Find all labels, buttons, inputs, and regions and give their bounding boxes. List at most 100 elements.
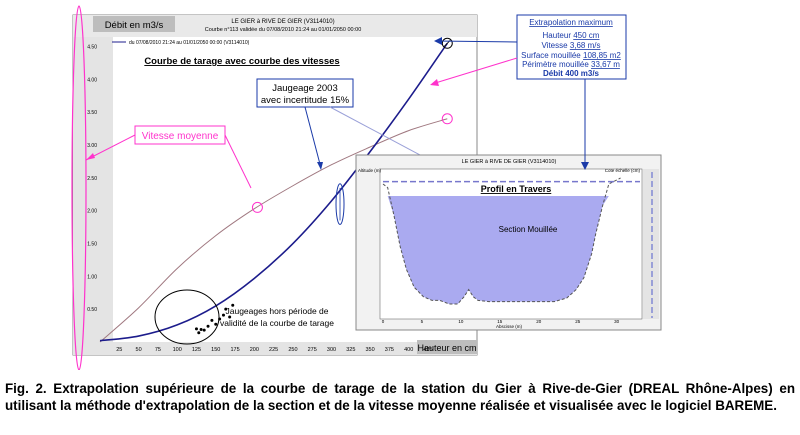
x-tick-label: 150 (211, 347, 220, 353)
profile-x-tick-label: 10 (458, 319, 464, 324)
extrapolation-box (516, 14, 627, 80)
vitesse-arrow-right (224, 134, 252, 189)
chart-header-title: LE GIER à RIVE DE GIER (V3114010) (231, 19, 334, 25)
y-tick-label: 2.00 (87, 209, 97, 215)
extrapolation-vitesse: Vitesse 3,68 m/s (541, 41, 600, 50)
plot-title: Courbe de tarage avec courbe des vitesse… (144, 56, 339, 67)
extrapolation-surface: Surface mouillée 108,85 m2 (521, 51, 621, 60)
y-tick-label: 1.50 (87, 242, 97, 248)
gauging-point (202, 328, 206, 332)
extrapolation-arrow-velocity (431, 57, 518, 85)
extrapolation-callout: Extrapolation maximum Hauteur 450 cm Vit… (430, 14, 627, 170)
wetted-section (383, 196, 621, 304)
profile-x-tick-label: 30 (614, 319, 620, 324)
left-axis-label: Débit en m3/s (105, 20, 164, 31)
profile-y-axis-label: Altitude (m) (358, 168, 382, 173)
extrapolation-arrowhead-velocity (430, 79, 439, 86)
gauging-point (221, 313, 225, 317)
x-tick-label: 375 (385, 347, 394, 353)
y-tick-label: 1.00 (87, 274, 97, 280)
vitesse-callout-text: Vitesse moyenne (142, 131, 219, 142)
legend-entry: du 07/08/2010 21:24 au 01/01/2050 00:00 … (129, 40, 250, 46)
extrapolation-arrow-rating (435, 40, 518, 43)
velocity-marker (251, 201, 263, 213)
profile-bed-line (382, 177, 621, 305)
x-tick-label: 350 (366, 347, 375, 353)
gauging-2003-uncertainty (335, 183, 345, 225)
x-tick-label: 175 (230, 347, 239, 353)
y-tick-label: 4.50 (87, 45, 97, 51)
profile-x-tick-label: 15 (497, 319, 503, 324)
jaugeage-arrowhead (317, 162, 323, 170)
left-axis-strip (73, 37, 113, 347)
vitesse-arrow-left (85, 134, 136, 161)
gauging-point (206, 324, 210, 328)
profile-title: Profil en Travers (481, 184, 552, 194)
hors-periode-line2: validité de la courbe de tarage (220, 318, 334, 328)
extrapolation-title: Extrapolation maximum (529, 18, 613, 27)
gauging-point (199, 328, 203, 332)
extrapolation-hauteur: Hauteur 450 cm (543, 31, 600, 40)
y-tick-label: 3.50 (87, 110, 97, 116)
x-tick-label: 75 (155, 347, 161, 353)
y-tick-label: 3.00 (87, 143, 97, 149)
bottom-axis-label-box (417, 340, 477, 354)
x-tick-label: 125 (192, 347, 201, 353)
profile-inset: LE GIER à RIVE DE GIER (V3114010) Altitu… (355, 154, 662, 331)
x-tick-label: 225 (269, 347, 278, 353)
x-tick-label: 200 (250, 347, 259, 353)
x-tick-labels: 25 50 75 100 125 150 175 200 225 250 275 300 325 350 3… (116, 347, 432, 353)
rating-curve-figure: Débit en m3/s Hauteur en cm LE GIER à RI… (71, 5, 662, 371)
jaugeage-callout-line1: Jaugeage 2003 (272, 83, 338, 94)
hors-periode-ellipse (154, 289, 220, 345)
jaugeage-arrow (304, 106, 322, 169)
x-tick-label: 250 (288, 347, 297, 353)
gauging-point (224, 307, 228, 311)
jaugeage-callout-line2: avec incertitude 15% (261, 95, 350, 106)
jaugeage-callout-box (256, 78, 354, 108)
gauging-point (228, 315, 232, 319)
profile-right-axis-label: Cote échelle (cm) (605, 168, 641, 173)
y-tick-label: 0.50 (87, 307, 97, 313)
x-tick-label: 275 (308, 347, 317, 353)
x-tick-label: 25 (116, 347, 122, 353)
gauging-points-layer (194, 37, 453, 335)
hors-periode-line1: Jaugeages hors période de (225, 306, 328, 316)
bottom-axis-strip (73, 342, 477, 355)
gauging-point (197, 331, 201, 335)
gauging-point (210, 318, 214, 322)
bottom-axis-label: Hauteur en cm (417, 343, 476, 353)
profile-x-axis-label: Abscisse (m) (496, 324, 523, 329)
profile-drawing-layer (382, 177, 640, 305)
y-tick-label: 4.00 (87, 77, 97, 83)
x-tick-label: 300 (327, 347, 336, 353)
left-axis-label-box (93, 16, 175, 32)
profile-x-tick-label: 5 (421, 319, 424, 324)
chart-header-subtitle: Courbe n°113 validée du 07/08/2010 21:24… (205, 27, 362, 33)
x-tick-label: 100 (173, 347, 182, 353)
x-tick-label: 50 (136, 347, 142, 353)
gauging-point (194, 327, 198, 331)
section-mouillee-label: Section Mouillée (499, 225, 558, 234)
profile-x-tick-label: 20 (536, 319, 542, 324)
extrapolation-rating-marker (441, 37, 453, 49)
profile-x-tick-labels: 0 5 10 15 20 25 30 (382, 319, 620, 324)
profile-header-title: LE GIER à RIVE DE GIER (V3114010) (462, 159, 557, 165)
extrapolation-perimetre: Périmètre mouillée 33,67 m (522, 60, 620, 69)
figure-panel: Débit en m3/s Hauteur en cm LE GIER à RI… (71, 5, 662, 371)
extrapolation-arrowhead-rating (434, 37, 442, 45)
y-tick-label: 2.50 (87, 176, 97, 182)
y-tick-labels: 0.50 1.00 1.50 2.00 2.50 3.00 3.50 4.00 4.50 (87, 45, 97, 314)
x-tick-label: 400 (404, 347, 413, 353)
x-tick-label: 425 (423, 347, 432, 353)
velocity-extrapolation-marker (441, 113, 453, 125)
profile-x-tick-label: 0 (382, 319, 385, 324)
extrapolation-arrowhead-profile (581, 162, 589, 170)
figure-caption: Fig. 2. Extrapolation supérieure de la c… (5, 381, 795, 413)
vitesse-arrowhead-left (86, 153, 95, 160)
x-tick-label: 325 (346, 347, 355, 353)
extrapolation-debit: Débit 400 m3/s (543, 69, 600, 78)
gauging-point (214, 322, 218, 326)
gauging-point (231, 303, 235, 307)
profile-x-tick-label: 25 (575, 319, 581, 324)
